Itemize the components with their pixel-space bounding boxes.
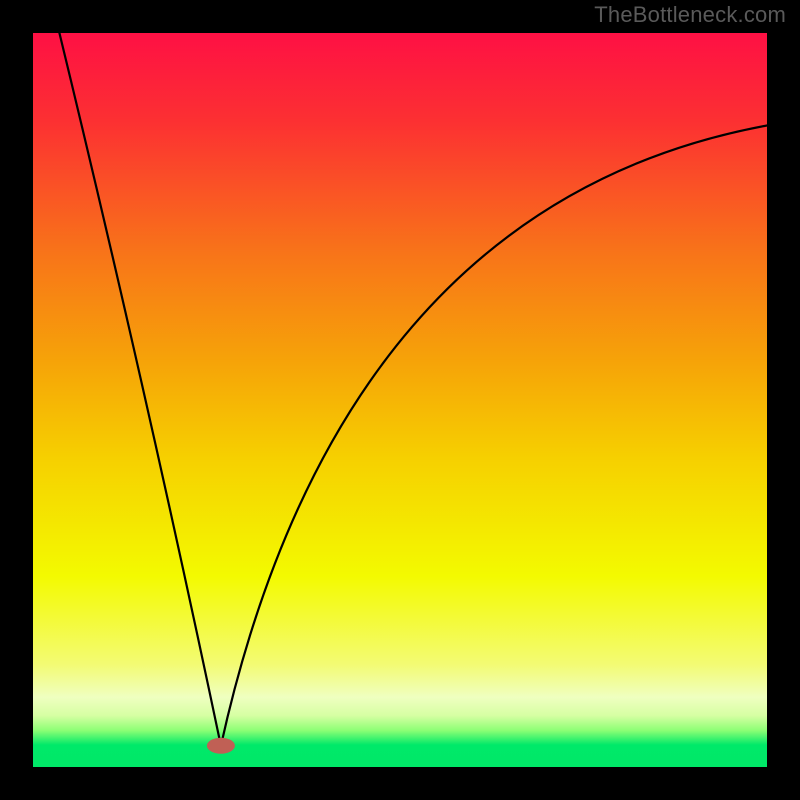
watermark-text: TheBottleneck.com	[594, 2, 786, 28]
chart-container: TheBottleneck.com	[0, 0, 800, 800]
bottleneck-chart	[0, 0, 800, 800]
optimum-marker	[207, 738, 235, 754]
